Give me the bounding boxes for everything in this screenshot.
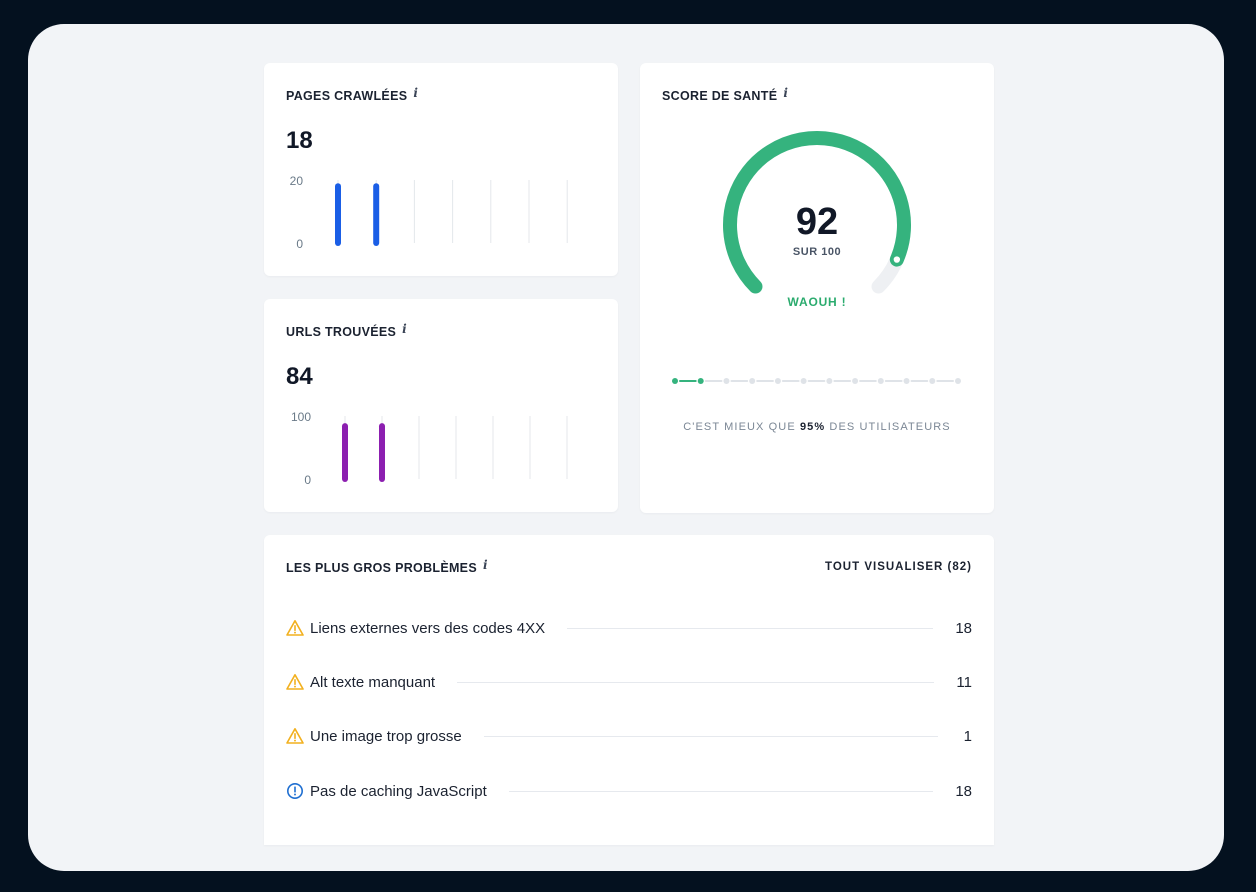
info-icon[interactable]: i [482,558,488,572]
problem-label: Pas de caching JavaScript [310,782,487,800]
urls-found-title: URLS TROUVÉES i [286,322,408,339]
progress-dot [749,378,756,384]
y-tick-label: 0 [304,473,311,487]
divider [483,735,938,737]
top-problems-card: LES PLUS GROS PROBLÈMES i TOUT VISUALISER… [264,535,994,845]
comparison-percent: 95% [799,421,826,433]
problem-count: 18 [955,619,972,637]
info-icon[interactable]: i [402,322,408,336]
view-all-button[interactable]: TOUT VISUALISER (82) [825,561,972,573]
problem-row[interactable]: Pas de caching JavaScript 18 [286,779,972,803]
progress-dot [955,378,961,384]
health-score-title-text: SCORE DE SANTÉ [662,89,778,103]
notice-icon [287,783,303,799]
problem-count: 1 [963,727,972,745]
urls-found-card: URLS TROUVÉES i 84 100 0 [264,299,618,512]
progress-dot [774,378,781,384]
warning-icon [286,620,304,636]
top-problems-title-text: LES PLUS GROS PROBLÈMES [286,561,477,575]
health-gauge [672,131,961,384]
pages-crawled-title: PAGES CRAWLÉES i [286,86,419,103]
gauge-fill [723,131,911,294]
progress-dot [929,378,936,384]
problem-label: Alt texte manquant [310,673,436,691]
progress-dot [877,378,884,384]
progress-dot [826,378,833,384]
info-icon[interactable]: i [413,86,419,100]
health-score-verdict: WAOUH ! [787,295,847,309]
progress-dot [697,378,704,384]
y-tick-label: 20 [290,174,304,188]
health-score-card: SCORE DE SANTÉ i 92 SUR 100 WAOUH ! C'EST… [640,63,994,513]
problem-row[interactable]: Une image trop grosse 1 [286,724,972,748]
problem-row[interactable]: Alt texte manquant 11 [286,670,972,694]
info-icon[interactable]: i [783,86,789,100]
pages-crawled-card: PAGES CRAWLÉES i 18 20 0 [264,63,618,276]
y-tick-label: 0 [296,237,303,251]
progress-dot [800,378,807,384]
problem-count: 11 [956,673,972,691]
gauge-knob [893,256,901,263]
comparison-suffix: DES UTILISATEURS [829,421,951,433]
top-problems-title: LES PLUS GROS PROBLÈMES i [286,558,488,575]
progress-dot [903,378,910,384]
health-score-scale: SUR 100 [792,246,842,258]
pages-crawled-chart: 20 0 [290,174,568,251]
comparison-prefix: C'EST MIEUX QUE [683,421,796,433]
urls-found-chart: 100 0 [291,410,568,487]
urls-found-value: 84 [286,363,313,390]
health-comparison: C'EST MIEUX QUE 95% DES UTILISATEURS [640,421,994,433]
progress-dot [852,378,859,384]
problem-count: 18 [955,782,972,800]
divider [567,627,934,629]
progress-dot [723,378,730,384]
health-score-value: 92 [795,201,839,243]
health-score-title: SCORE DE SANTÉ i [662,86,789,103]
pages-crawled-title-text: PAGES CRAWLÉES [286,89,408,103]
app-frame: PAGES CRAWLÉES i 18 20 0 URLS TROUVÉES i 84… [28,24,1224,871]
y-tick-label: 100 [291,410,311,424]
warning-icon [286,674,304,690]
problem-label: Liens externes vers des codes 4XX [310,619,546,637]
problem-row[interactable]: Liens externes vers des codes 4XX 18 [286,616,972,640]
problem-label: Une image trop grosse [310,727,462,745]
warning-icon [286,728,304,744]
pages-crawled-value: 18 [286,127,313,154]
progress-dot [672,378,678,384]
divider [457,681,935,683]
urls-found-title-text: URLS TROUVÉES [286,325,397,339]
divider [508,790,934,792]
